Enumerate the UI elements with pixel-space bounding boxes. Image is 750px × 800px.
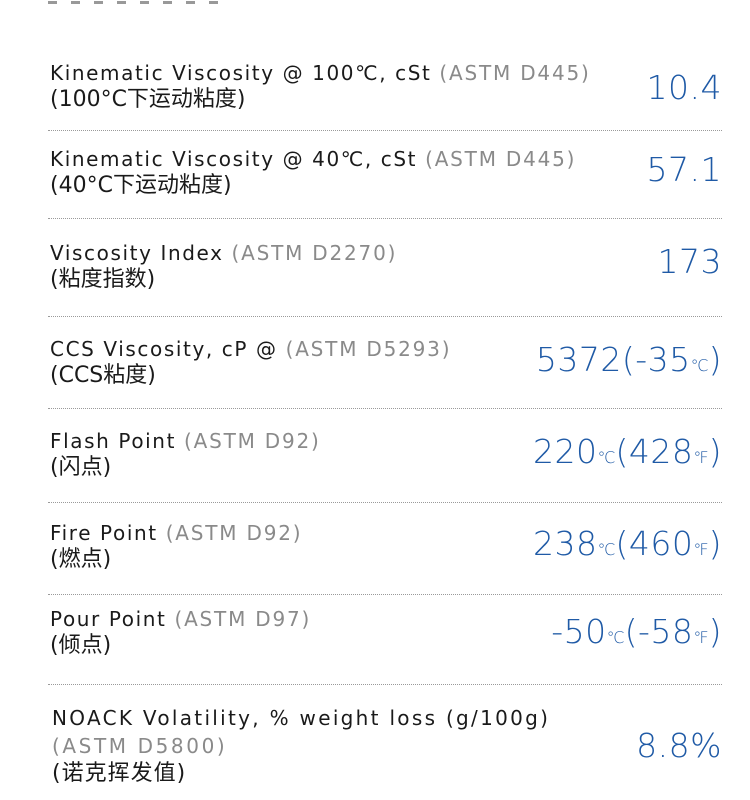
spec-label-block: Fire Point (ASTM D92) (燃点) [50,520,650,574]
spec-standard: (ASTM D445) [439,61,591,85]
spec-value: 57.1 [646,150,722,189]
spec-value: 10.4 [646,68,722,107]
spec-value-unit-alt: ℉ [693,540,709,559]
spec-label: NOACK Volatility, % weight loss (g/100g) [52,704,652,732]
spec-label-block: Kinematic Viscosity @ 40℃, cSt (ASTM D44… [50,146,650,200]
spec-standard: (ASTM D5800) [52,734,228,758]
spec-label-block: NOACK Volatility, % weight loss (g/100g)… [52,704,652,788]
spec-standard: (ASTM D445) [425,147,577,171]
spec-row-vi: Viscosity Index (ASTM D2270) (粘度指数) 173 [48,228,722,317]
spec-label: Kinematic Viscosity @ 100℃, cSt (ASTM D4… [50,60,650,86]
spec-row-fire: Fire Point (ASTM D92) (燃点) 238℃(460℉) [48,512,722,595]
spec-label-cn: (诺克挥发值) [52,761,187,786]
spec-label-block: CCS Viscosity, cP @ (ASTM D5293) (CCS粘度) [50,336,650,390]
spec-value-number: 238 [533,524,598,563]
spec-label-cn: (燃点) [50,547,112,572]
spec-value-number-alt: (460 [615,524,694,563]
spec-standard: (ASTM D2270) [231,241,398,265]
spec-label-text: Flash Point [50,429,177,453]
spec-label-block: Flash Point (ASTM D92) (闪点) [50,428,650,482]
spec-label-cn: (CCS粘度) [50,363,156,388]
spec-row-ccs: CCS Viscosity, cP @ (ASTM D5293) (CCS粘度)… [48,326,722,409]
spec-label-text: Kinematic Viscosity @ 40℃, cSt [50,147,418,171]
spec-row-pour: Pour Point (ASTM D97) (倾点) -50℃(-58℉) [48,604,722,685]
spec-value: 238℃(460℉) [533,524,722,563]
spec-label: Viscosity Index (ASTM D2270) [50,240,650,266]
spec-label-text: Viscosity Index [50,241,224,265]
spec-label-cn: (闪点) [50,455,112,480]
spec-value-number: 5372(-35 [535,340,691,379]
spec-row-flash: Flash Point (ASTM D92) (闪点) 220℃(428℉) [48,418,722,503]
spec-row-kv40: Kinematic Viscosity @ 40℃, cSt (ASTM D44… [48,140,722,219]
spec-value: 5372(-35℃) [536,340,722,379]
spec-standard: (ASTM D97) [174,607,312,631]
spec-value-unit: ℃ [597,448,616,467]
spec-label-cn: (40°C下运动粘度) [50,173,232,198]
spec-value-unit: ℃ [690,356,709,375]
spec-value-unit-alt: ℉ [693,448,709,467]
spec-label-text: CCS Viscosity, cP @ [50,337,278,361]
spec-label-cn: (100°C下运动粘度) [50,87,246,112]
spec-value-number: -50 [551,612,607,651]
spec-value: 220℃(428℉) [533,432,722,471]
spec-value-tail: ) [708,432,722,471]
spec-label: Pour Point (ASTM D97) [50,606,650,632]
spec-label-text: Pour Point [50,607,167,631]
spec-label-block: Viscosity Index (ASTM D2270) (粘度指数) [50,240,650,294]
spec-label: Kinematic Viscosity @ 40℃, cSt (ASTM D44… [50,146,650,172]
spec-row-noack: NOACK Volatility, % weight loss (g/100g)… [48,694,722,800]
spec-label: Fire Point (ASTM D92) [50,520,650,546]
spec-label-text: Kinematic Viscosity @ 100℃, cSt [50,61,432,85]
spec-value: 173 [657,242,722,281]
spec-row-kv100: Kinematic Viscosity @ 100℃, cSt (ASTM D4… [48,52,722,131]
spec-label-cn: (倾点) [50,633,112,658]
spec-value-number-alt: (-58 [624,612,694,651]
spec-label-text: NOACK Volatility, % weight loss (g/100g) [52,706,551,730]
spec-label: Flash Point (ASTM D92) [50,428,650,454]
spec-value: -50℃(-58℉) [551,612,722,651]
spec-label-block: Kinematic Viscosity @ 100℃, cSt (ASTM D4… [50,60,650,114]
spec-label-text: Fire Point [50,521,158,545]
spec-standard: (ASTM D92) [165,521,303,545]
cropped-heading-fragment [48,0,248,4]
spec-label-cn: (粘度指数) [50,267,156,292]
spec-value-unit: ℃ [597,540,616,559]
spec-label: CCS Viscosity, cP @ (ASTM D5293) [50,336,650,362]
spec-value: 8.8% [636,726,722,765]
spec-value-unit-alt: ℉ [693,628,709,647]
spec-label-block: Pour Point (ASTM D97) (倾点) [50,606,650,660]
spec-value-unit: ℃ [606,628,625,647]
spec-standard: (ASTM D92) [184,429,321,453]
spec-value-number-alt: (428 [615,432,694,471]
spec-value-tail: ) [708,340,722,379]
spec-value-number: 220 [533,432,598,471]
spec-standard: (ASTM D5293) [285,337,452,361]
spec-value-tail: ) [708,524,722,563]
spec-value-tail: ) [708,612,722,651]
